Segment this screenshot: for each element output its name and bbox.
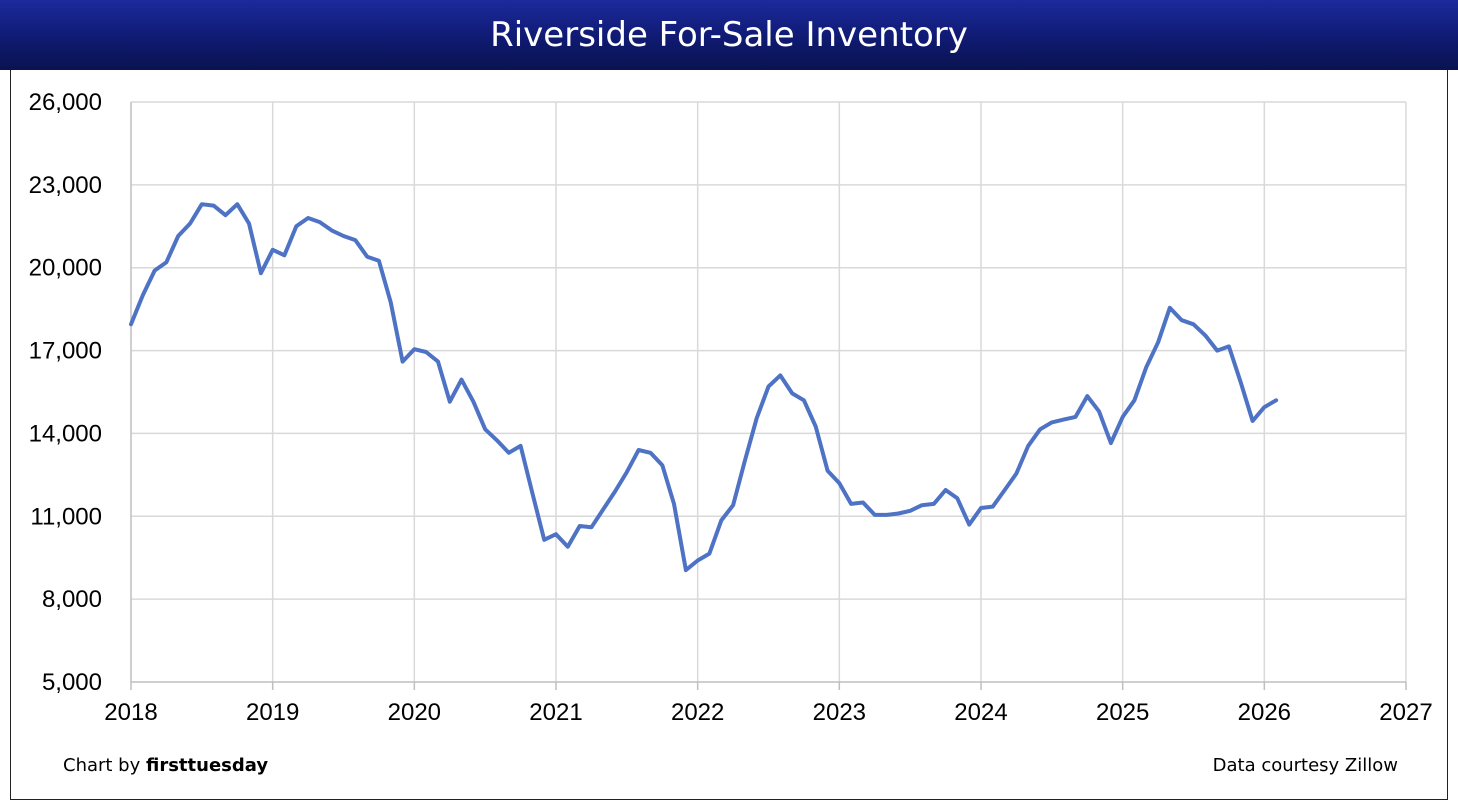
- x-tick-label: 2022: [671, 699, 724, 726]
- x-tick-label: 2024: [954, 699, 1007, 726]
- axes: [130, 102, 1407, 690]
- y-tick-label: 23,000: [29, 172, 102, 199]
- chart-credit: Chart by firsttuesday: [63, 755, 268, 776]
- x-tick-label: 2026: [1238, 699, 1291, 726]
- chart-title: Riverside For-Sale Inventory: [0, 0, 1458, 70]
- y-tick-label: 11,000: [30, 503, 102, 530]
- chart-frame: [10, 10, 1448, 800]
- grid-lines: [131, 101, 1407, 682]
- y-tick-label: 17,000: [29, 338, 102, 365]
- x-tick-label: 2025: [1096, 699, 1149, 726]
- x-tick-label: 2020: [388, 699, 441, 726]
- series-line: [129, 202, 1279, 573]
- series-group: [129, 202, 1279, 573]
- y-tick-label: 14,000: [29, 420, 102, 447]
- credit-brand: firsttuesday: [146, 755, 269, 776]
- data-source: Data courtesy Zillow: [1212, 755, 1398, 776]
- y-axis-ticks: 5,000 8,000 11,000 14,000 17,000 20,000 23,000…: [29, 89, 102, 696]
- x-tick-label: 2021: [529, 699, 582, 726]
- y-tick-label: 26,000: [29, 89, 102, 116]
- x-tick-label: 2018: [104, 699, 157, 726]
- x-tick-label: 2023: [813, 699, 866, 726]
- y-tick-label: 20,000: [29, 255, 102, 282]
- y-tick-label: 5,000: [42, 669, 102, 696]
- x-axis-ticks: 2018 2019 2020 2021 2022 2023 2024 2025 2026 2027: [104, 699, 1432, 726]
- x-tick-label: 2019: [246, 699, 299, 726]
- x-tick-label: 2027: [1379, 699, 1432, 726]
- y-tick-label: 8,000: [42, 586, 102, 613]
- credit-prefix: Chart by: [63, 755, 141, 776]
